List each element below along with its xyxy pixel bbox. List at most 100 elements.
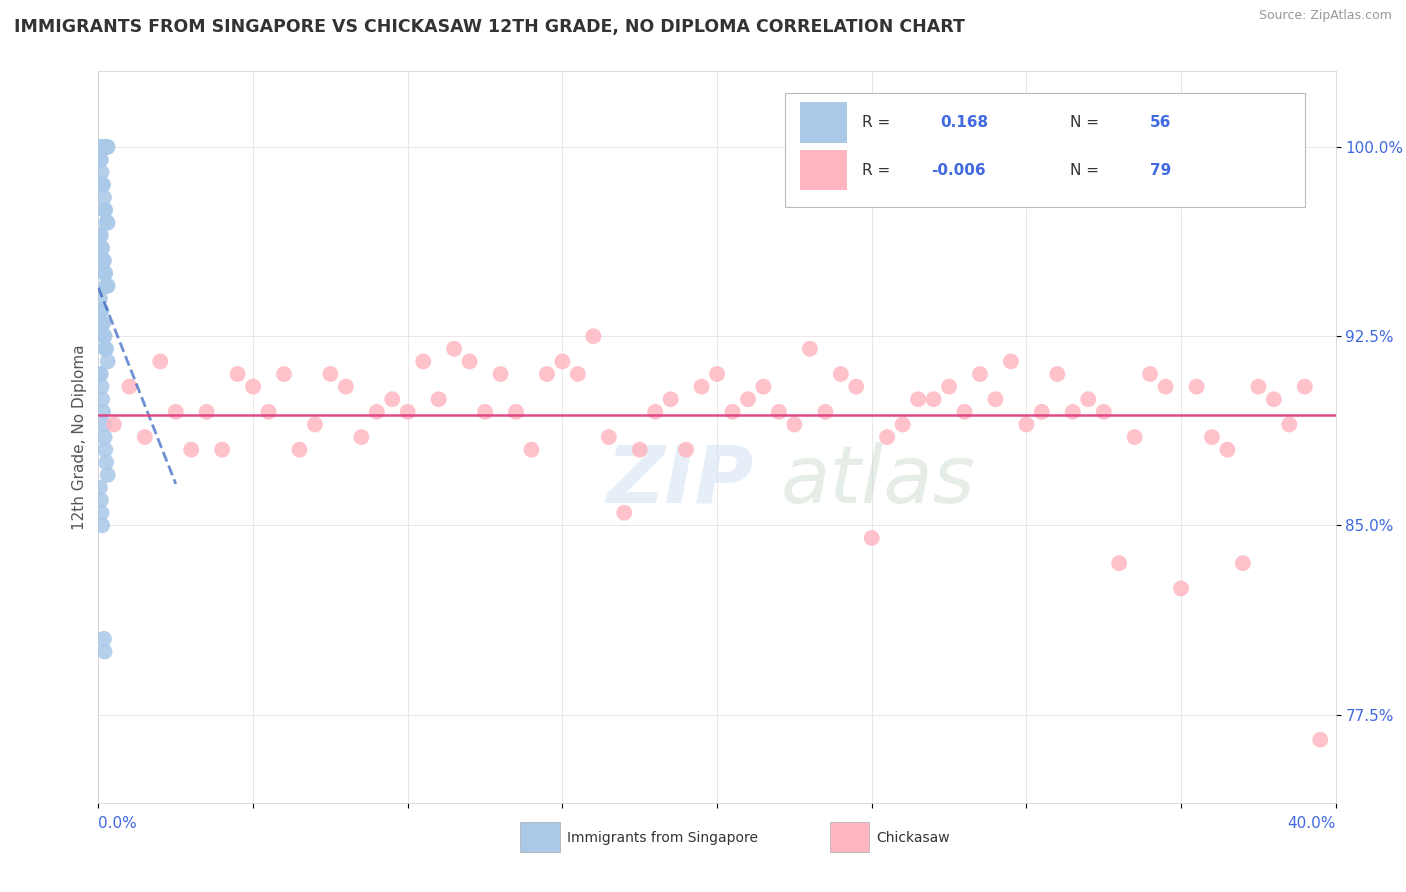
Point bbox=[118, 379, 141, 393]
Point bbox=[89, 367, 111, 381]
Text: R =: R = bbox=[862, 115, 890, 130]
Point bbox=[814, 405, 837, 419]
Point bbox=[91, 178, 114, 192]
Point bbox=[922, 392, 945, 407]
Text: IMMIGRANTS FROM SINGAPORE VS CHICKASAW 12TH GRADE, NO DIPLOMA CORRELATION CHART: IMMIGRANTS FROM SINGAPORE VS CHICKASAW 1… bbox=[14, 18, 965, 36]
Point bbox=[97, 354, 120, 368]
Point bbox=[93, 253, 115, 268]
Point bbox=[149, 354, 172, 368]
Point bbox=[891, 417, 914, 432]
Point bbox=[505, 405, 527, 419]
Point bbox=[1216, 442, 1239, 457]
Point bbox=[165, 405, 187, 419]
Point bbox=[89, 291, 111, 305]
Point bbox=[93, 140, 115, 154]
FancyBboxPatch shape bbox=[800, 103, 846, 143]
Text: atlas: atlas bbox=[780, 442, 976, 520]
Point bbox=[96, 455, 118, 469]
Point bbox=[94, 266, 117, 280]
Point bbox=[938, 379, 960, 393]
Point bbox=[721, 405, 744, 419]
Point bbox=[304, 417, 326, 432]
Point bbox=[93, 430, 115, 444]
Point bbox=[211, 442, 233, 457]
Point bbox=[93, 203, 115, 218]
Point bbox=[644, 405, 666, 419]
Text: -0.006: -0.006 bbox=[931, 162, 986, 178]
Point bbox=[907, 392, 929, 407]
Point bbox=[94, 203, 117, 218]
Point bbox=[96, 278, 118, 293]
Point bbox=[91, 178, 114, 192]
Point bbox=[97, 216, 120, 230]
Point bbox=[93, 140, 115, 154]
Point bbox=[628, 442, 651, 457]
Point bbox=[567, 367, 589, 381]
Text: N =: N = bbox=[1070, 162, 1098, 178]
Point bbox=[1108, 556, 1130, 570]
Point bbox=[319, 367, 342, 381]
Point bbox=[93, 417, 115, 432]
Point bbox=[93, 632, 115, 646]
Point bbox=[768, 405, 790, 419]
Text: 79: 79 bbox=[1150, 162, 1171, 178]
Point bbox=[427, 392, 450, 407]
Point bbox=[1077, 392, 1099, 407]
Point bbox=[737, 392, 759, 407]
Point bbox=[969, 367, 991, 381]
Point bbox=[96, 216, 118, 230]
Point bbox=[103, 417, 125, 432]
Point bbox=[90, 379, 112, 393]
Point bbox=[91, 241, 114, 255]
Point bbox=[520, 442, 543, 457]
Point bbox=[90, 241, 112, 255]
Text: Chickasaw: Chickasaw bbox=[876, 830, 949, 845]
Point bbox=[1201, 430, 1223, 444]
Point bbox=[93, 190, 115, 204]
Point bbox=[876, 430, 898, 444]
Point bbox=[90, 140, 112, 154]
Point bbox=[91, 405, 114, 419]
Point bbox=[1170, 582, 1192, 596]
Text: ZIP: ZIP bbox=[606, 442, 754, 520]
Text: N =: N = bbox=[1070, 115, 1098, 130]
Point bbox=[90, 153, 112, 167]
Text: Source: ZipAtlas.com: Source: ZipAtlas.com bbox=[1258, 9, 1392, 22]
Point bbox=[443, 342, 465, 356]
Text: 56: 56 bbox=[1150, 115, 1171, 130]
Point bbox=[1015, 417, 1038, 432]
Point bbox=[97, 467, 120, 482]
Point bbox=[180, 442, 202, 457]
Point bbox=[1092, 405, 1115, 419]
Point bbox=[90, 493, 112, 508]
Point bbox=[381, 392, 404, 407]
Point bbox=[1232, 556, 1254, 570]
Point bbox=[706, 367, 728, 381]
Text: 0.168: 0.168 bbox=[939, 115, 988, 130]
Point bbox=[91, 392, 114, 407]
Point bbox=[536, 367, 558, 381]
Point bbox=[242, 379, 264, 393]
Point bbox=[412, 354, 434, 368]
Point bbox=[953, 405, 976, 419]
Point bbox=[90, 228, 112, 243]
Point bbox=[94, 140, 117, 154]
Point bbox=[288, 442, 311, 457]
Point bbox=[984, 392, 1007, 407]
Point bbox=[257, 405, 280, 419]
Point bbox=[97, 140, 120, 154]
Point bbox=[1185, 379, 1208, 393]
Point bbox=[93, 329, 115, 343]
Point bbox=[1309, 732, 1331, 747]
Point bbox=[90, 304, 112, 318]
Point bbox=[1139, 367, 1161, 381]
Point bbox=[89, 153, 111, 167]
Point bbox=[752, 379, 775, 393]
Point bbox=[783, 417, 806, 432]
Point bbox=[1154, 379, 1177, 393]
FancyBboxPatch shape bbox=[800, 150, 846, 190]
Point bbox=[96, 342, 118, 356]
Point bbox=[675, 442, 697, 457]
Point bbox=[1123, 430, 1146, 444]
Point bbox=[91, 518, 114, 533]
